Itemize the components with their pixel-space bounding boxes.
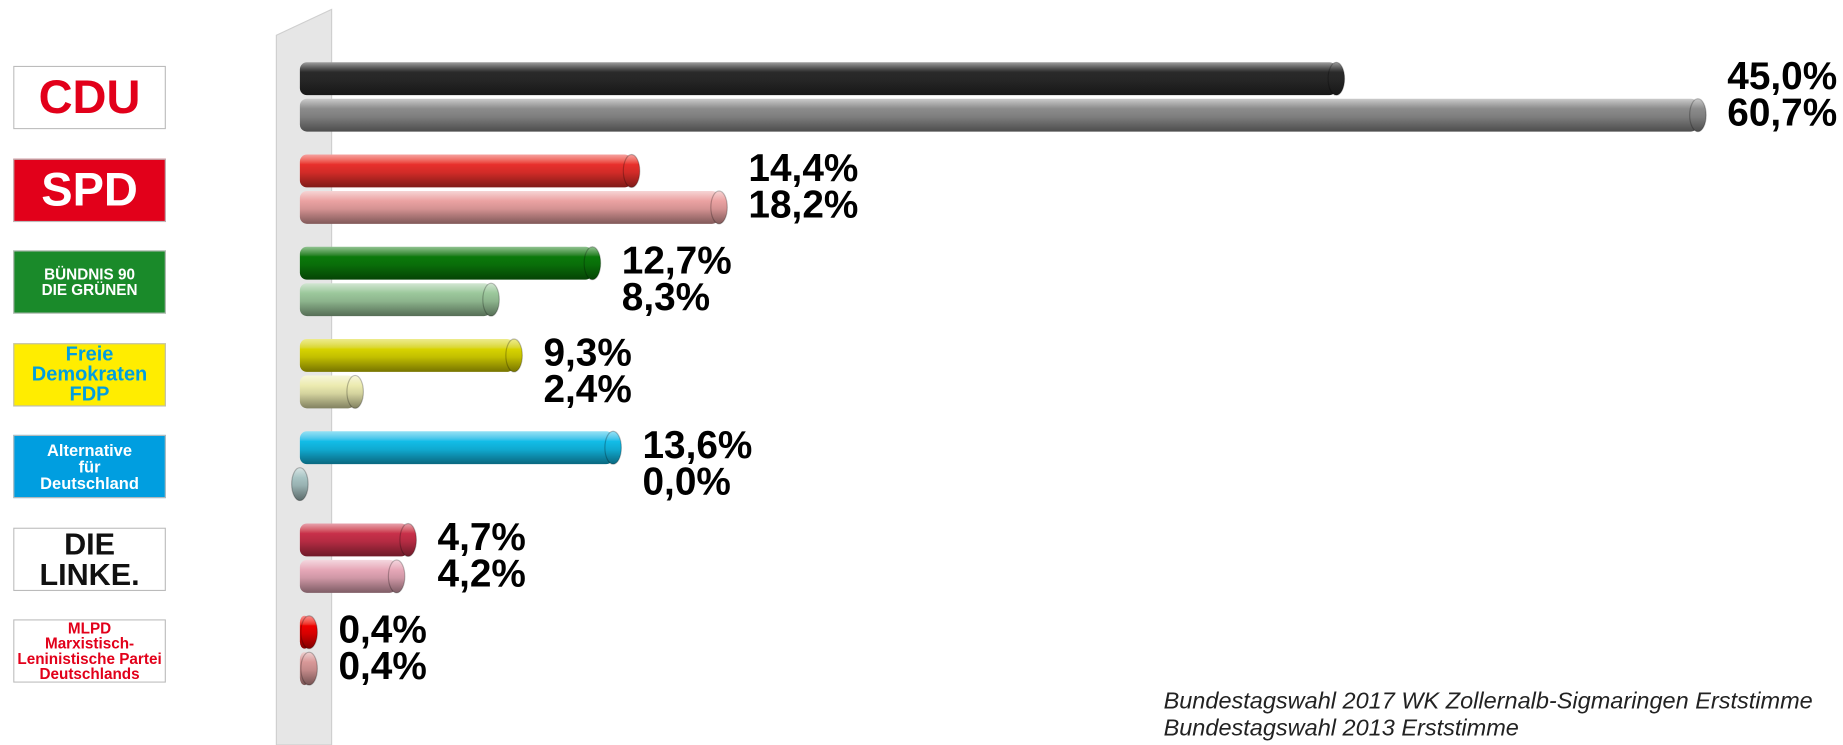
party-logo: Alternative für Deutschland <box>13 434 166 499</box>
category-label: MLPD Marxistisch-Leninistische Partei De… <box>13 619 166 683</box>
category-label: SPD <box>13 158 166 222</box>
value-label: 2,4% <box>543 368 631 411</box>
bar <box>299 559 397 593</box>
bar-cap <box>300 651 318 686</box>
value-label: 60,7% <box>1727 91 1837 134</box>
bar-cap <box>604 430 622 465</box>
bar-cap <box>300 615 318 650</box>
value-label: 9,3% <box>543 332 631 375</box>
value-label: 45,0% <box>1727 55 1837 98</box>
bar-cap <box>505 338 523 373</box>
bar <box>299 98 1698 132</box>
value-label: 0,4% <box>338 645 426 688</box>
value-label: 0,4% <box>338 608 426 651</box>
party-logo: SPD <box>13 158 166 222</box>
category-label: Freie Demokraten FDP <box>13 342 166 406</box>
bar <box>299 190 720 224</box>
legend-entry: Bundestagswahl 2017 WK Zollernalb-Sigmar… <box>1164 688 1813 714</box>
bar-cap <box>622 153 641 189</box>
value-label: 4,7% <box>438 516 526 559</box>
bar <box>299 523 409 557</box>
value-label: 13,6% <box>642 424 752 467</box>
value-label: 12,7% <box>622 239 732 282</box>
value-label: 8,3% <box>622 276 710 319</box>
value-label: 4,2% <box>438 553 526 596</box>
bar-cap <box>399 522 417 557</box>
legend-entry: Bundestagswahl 2013 Erststimme <box>1164 715 1519 741</box>
bar <box>299 431 614 465</box>
value-label: 0,0% <box>642 460 730 503</box>
bar <box>299 283 492 317</box>
bar-cap <box>291 467 309 502</box>
category-label: CDU <box>13 65 166 130</box>
party-logo: Freie Demokraten FDP <box>13 342 166 406</box>
bar <box>299 246 593 280</box>
bar <box>299 62 1337 96</box>
category-label: BÜNDNIS 90 DIE GRÜNEN <box>13 250 166 314</box>
party-logo: CDU <box>13 65 166 130</box>
bar-cap <box>710 190 728 225</box>
party-logo: MLPD Marxistisch-Leninistische Partei De… <box>13 619 166 683</box>
category-label: DIE LINKE. <box>13 527 166 591</box>
category-label: Alternative für Deutschland <box>13 434 166 499</box>
bar-cap <box>1689 98 1707 133</box>
value-label: 18,2% <box>748 184 858 227</box>
bar-cap <box>387 559 406 594</box>
bar-cap <box>482 282 500 317</box>
bar-cap <box>346 374 364 409</box>
bar-cap <box>1327 61 1346 96</box>
bar <box>299 154 632 188</box>
party-logo: DIE LINKE. <box>13 527 166 591</box>
bar-cap <box>583 246 602 281</box>
bar <box>299 375 356 409</box>
bar <box>299 339 515 372</box>
party-logo: BÜNDNIS 90 DIE GRÜNEN <box>13 250 166 314</box>
value-label: 14,4% <box>748 147 858 190</box>
